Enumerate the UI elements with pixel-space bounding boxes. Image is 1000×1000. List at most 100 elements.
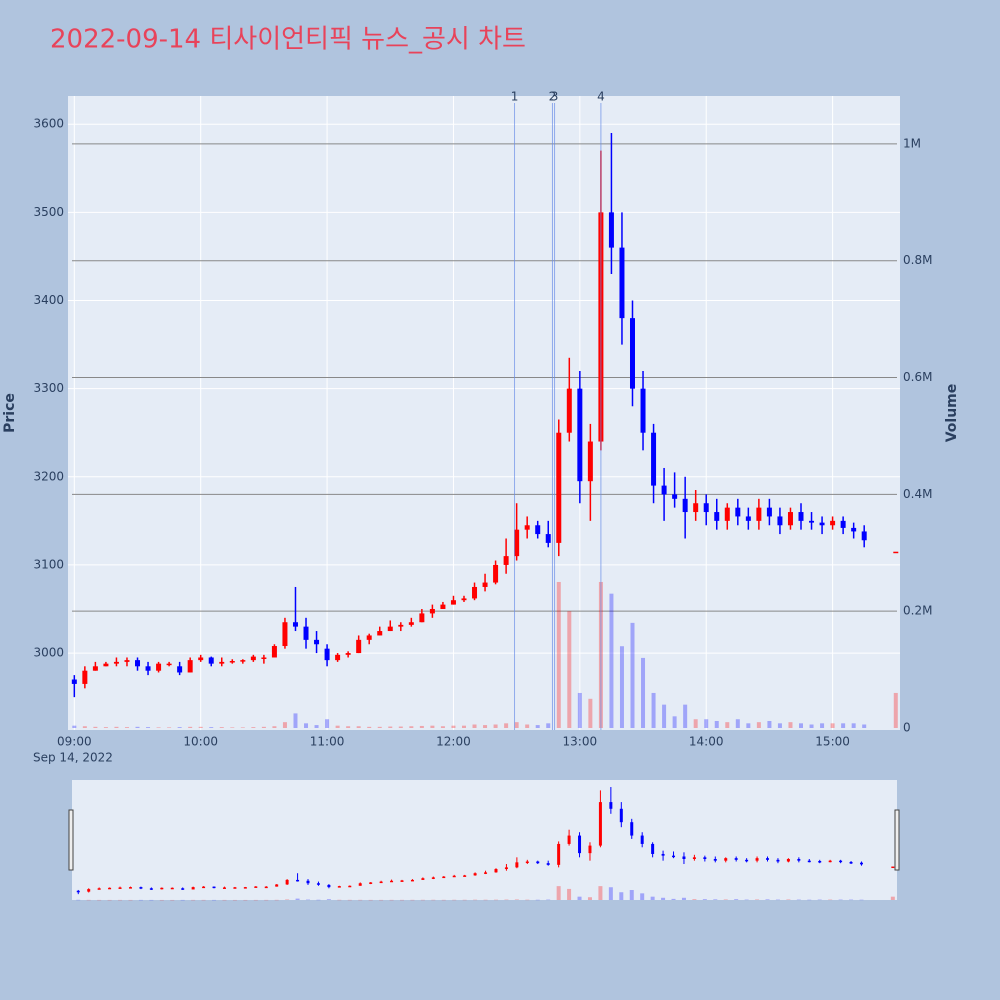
volume-bar xyxy=(261,726,266,728)
volume-bar xyxy=(170,899,175,901)
candle-body xyxy=(327,884,331,888)
volume-bar xyxy=(389,899,394,901)
candle-body xyxy=(82,670,88,684)
candle-body xyxy=(254,886,258,888)
candle-body xyxy=(440,604,446,610)
range-slider[interactable] xyxy=(72,780,897,900)
candle-body xyxy=(745,516,751,521)
candle-body xyxy=(170,887,174,890)
candle-body xyxy=(139,887,143,889)
candle-body xyxy=(756,507,762,521)
volume-bar xyxy=(577,896,582,900)
candle-body xyxy=(335,654,341,661)
candle-body xyxy=(429,609,435,614)
candle-body xyxy=(661,853,665,856)
volume-bar xyxy=(777,723,782,728)
volume-bar xyxy=(577,692,582,728)
volume-bar xyxy=(159,899,164,901)
volume-bar xyxy=(325,719,330,728)
volume-bar xyxy=(514,899,519,900)
volume-bar xyxy=(838,899,843,901)
volume-bar xyxy=(93,726,98,728)
volume-bar xyxy=(786,899,791,900)
volume-bar xyxy=(598,886,603,900)
volume-bar xyxy=(788,722,793,728)
candle-body xyxy=(851,527,857,532)
volume-bar xyxy=(567,611,572,728)
candle-body xyxy=(71,679,77,684)
candle-body xyxy=(766,858,770,860)
volume-bar xyxy=(461,725,466,728)
y-tick-label: 3300 xyxy=(33,381,64,395)
slider-handle[interactable] xyxy=(894,809,900,871)
candle-body xyxy=(410,879,414,882)
candle-body xyxy=(672,855,676,858)
candle-body xyxy=(504,867,508,870)
candle-body xyxy=(450,600,456,605)
volume-bar xyxy=(358,899,363,901)
candle-body xyxy=(160,887,164,890)
volume-bar xyxy=(388,726,393,728)
volume-bar xyxy=(744,899,749,901)
candle-body xyxy=(849,862,853,864)
volume-bar xyxy=(493,899,498,901)
candle-body xyxy=(419,613,425,623)
volume-bar xyxy=(629,890,634,900)
volume-bar xyxy=(735,719,740,728)
volume-bar xyxy=(251,727,256,728)
candle-body xyxy=(113,661,119,664)
volume-bar xyxy=(410,899,415,901)
volume-bar xyxy=(232,899,237,901)
candle-body xyxy=(243,887,247,889)
x-tick-label: 10:00 xyxy=(183,735,218,749)
candle-body xyxy=(103,663,109,667)
volume-bar xyxy=(419,725,424,728)
candle-body xyxy=(809,520,815,523)
volume-bar xyxy=(431,899,436,901)
candle-body xyxy=(250,656,256,661)
candle-body xyxy=(166,663,172,666)
candle-body xyxy=(494,869,498,873)
volume-bar xyxy=(156,727,161,728)
volume-bar xyxy=(316,899,321,901)
volume-bar xyxy=(820,723,825,728)
candle-body xyxy=(672,494,678,499)
candle-body xyxy=(212,886,216,889)
candle-body xyxy=(369,882,373,884)
candle-body xyxy=(282,622,288,647)
candle-body xyxy=(587,441,593,482)
volume-bar xyxy=(440,726,445,728)
candle-body xyxy=(222,887,226,889)
volume-bar xyxy=(525,899,530,901)
volume-bar xyxy=(681,897,686,900)
volume-bar xyxy=(535,725,540,728)
candle-body xyxy=(97,888,101,890)
volume-bar xyxy=(97,899,102,901)
volume-bar xyxy=(765,899,770,900)
candle-body xyxy=(87,889,91,892)
candle-body xyxy=(630,822,634,836)
volume-bar xyxy=(103,727,108,728)
volume-bar xyxy=(525,724,530,728)
candle-body xyxy=(275,884,279,887)
candle-body xyxy=(735,507,741,517)
volume-bar xyxy=(890,896,895,900)
volume-bar xyxy=(587,897,592,900)
candle-body xyxy=(324,648,330,661)
volume-bar xyxy=(641,657,646,728)
volume-bar xyxy=(619,646,624,728)
candle-body xyxy=(577,388,583,482)
y2-tick-label: 0.6M xyxy=(903,370,932,384)
slider-handle[interactable] xyxy=(68,809,74,871)
candle-body xyxy=(724,858,728,861)
volume-bar xyxy=(107,899,112,901)
candle-body xyxy=(703,857,707,859)
volume-bar xyxy=(714,720,719,728)
candle-body xyxy=(377,631,383,636)
candle-body xyxy=(128,887,132,889)
volume-bar xyxy=(420,899,425,901)
candle-body xyxy=(337,886,341,888)
candle-body xyxy=(219,661,225,664)
volume-bar xyxy=(640,893,645,900)
y-tick-label: 3000 xyxy=(33,646,64,660)
